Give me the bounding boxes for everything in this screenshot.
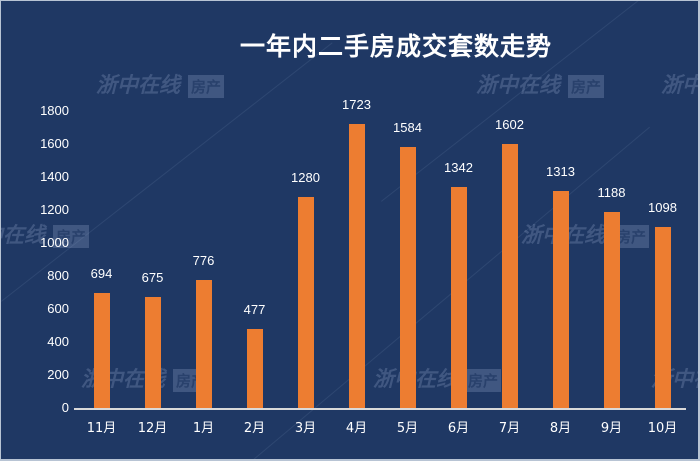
bar[interactable] [93,293,110,408]
bar-value-label: 1188 [597,184,626,200]
bar[interactable] [603,211,620,408]
y-tick-label: 600 [47,301,69,316]
bar-value-label: 477 [243,302,266,318]
y-tick-label: 1800 [40,103,69,118]
bar-value-label: 1584 [393,119,422,135]
bar-value-label: 1280 [291,169,320,185]
bar[interactable] [654,226,671,408]
y-tick-label: 200 [47,367,69,382]
bar-value-label: 694 [90,266,113,282]
bar[interactable] [552,191,569,408]
y-tick-label: 1400 [40,169,69,184]
x-tick-label: 7月 [498,421,521,436]
y-tick-label: 800 [47,268,69,283]
chart-title: 一年内二手房成交套数走势 [239,32,552,61]
x-tick-label: 4月 [345,421,368,436]
watermark: 浙中在线房产 [96,69,225,99]
bar[interactable] [195,279,212,408]
bar-value-label: 1342 [444,159,473,175]
bar[interactable] [348,123,365,408]
bar[interactable] [144,296,161,408]
x-tick-label: 9月 [600,421,623,436]
x-tick-label: 1月 [192,421,215,436]
bar[interactable] [450,186,467,408]
y-tick-label: 400 [47,334,69,349]
bar[interactable] [501,143,518,408]
bar[interactable] [246,329,263,408]
y-tick-label: 0 [61,400,69,415]
bar[interactable] [399,146,416,408]
x-axis-line [74,408,686,410]
x-tick-label: 10月 [647,421,678,436]
bar-value-label: 1098 [648,199,677,215]
x-tick-label: 11月 [86,421,117,436]
bar-value-label: 1723 [342,96,371,112]
bar[interactable] [297,196,314,408]
bar-value-label: 1313 [546,164,575,180]
watermark: 浙中在线房产 [476,69,605,99]
bar-value-label: 776 [192,252,215,268]
y-tick-label: 1600 [40,136,69,151]
bar-value-label: 1602 [495,116,524,132]
x-tick-label: 3月 [294,421,317,436]
y-tick-label: 1200 [40,202,69,217]
y-tick-label: 1000 [40,235,69,250]
x-tick-label: 5月 [396,421,419,436]
x-tick-label: 12月 [137,421,168,436]
x-tick-label: 2月 [243,421,266,436]
bar-value-label: 675 [141,269,164,285]
x-tick-label: 6月 [447,421,470,436]
x-tick-label: 8月 [549,421,572,436]
